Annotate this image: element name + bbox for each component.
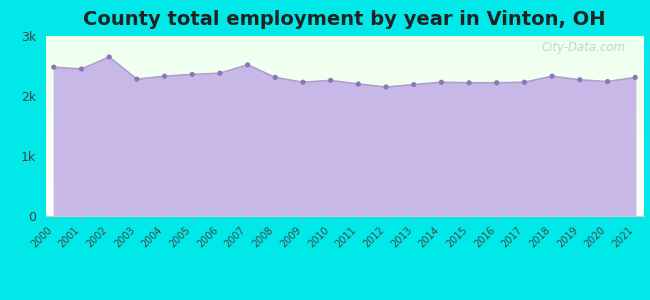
Text: City-Data.com: City-Data.com bbox=[541, 41, 625, 54]
Point bbox=[491, 80, 502, 85]
Point bbox=[104, 55, 114, 59]
Point bbox=[49, 65, 59, 70]
Point bbox=[187, 72, 198, 77]
Point bbox=[270, 75, 281, 80]
Point bbox=[242, 62, 253, 67]
Point bbox=[159, 74, 170, 79]
Point bbox=[603, 79, 613, 84]
Point bbox=[408, 82, 419, 87]
Point bbox=[436, 80, 447, 85]
Point bbox=[519, 80, 530, 85]
Point bbox=[76, 67, 86, 71]
Point bbox=[326, 78, 336, 83]
Point bbox=[214, 71, 225, 76]
Point bbox=[464, 80, 474, 85]
Point bbox=[630, 75, 640, 80]
Title: County total employment by year in Vinton, OH: County total employment by year in Vinto… bbox=[83, 10, 606, 29]
Point bbox=[132, 77, 142, 82]
Point bbox=[547, 74, 557, 79]
Point bbox=[381, 85, 391, 89]
Point bbox=[575, 77, 585, 82]
Point bbox=[298, 80, 308, 85]
Point bbox=[353, 82, 363, 86]
